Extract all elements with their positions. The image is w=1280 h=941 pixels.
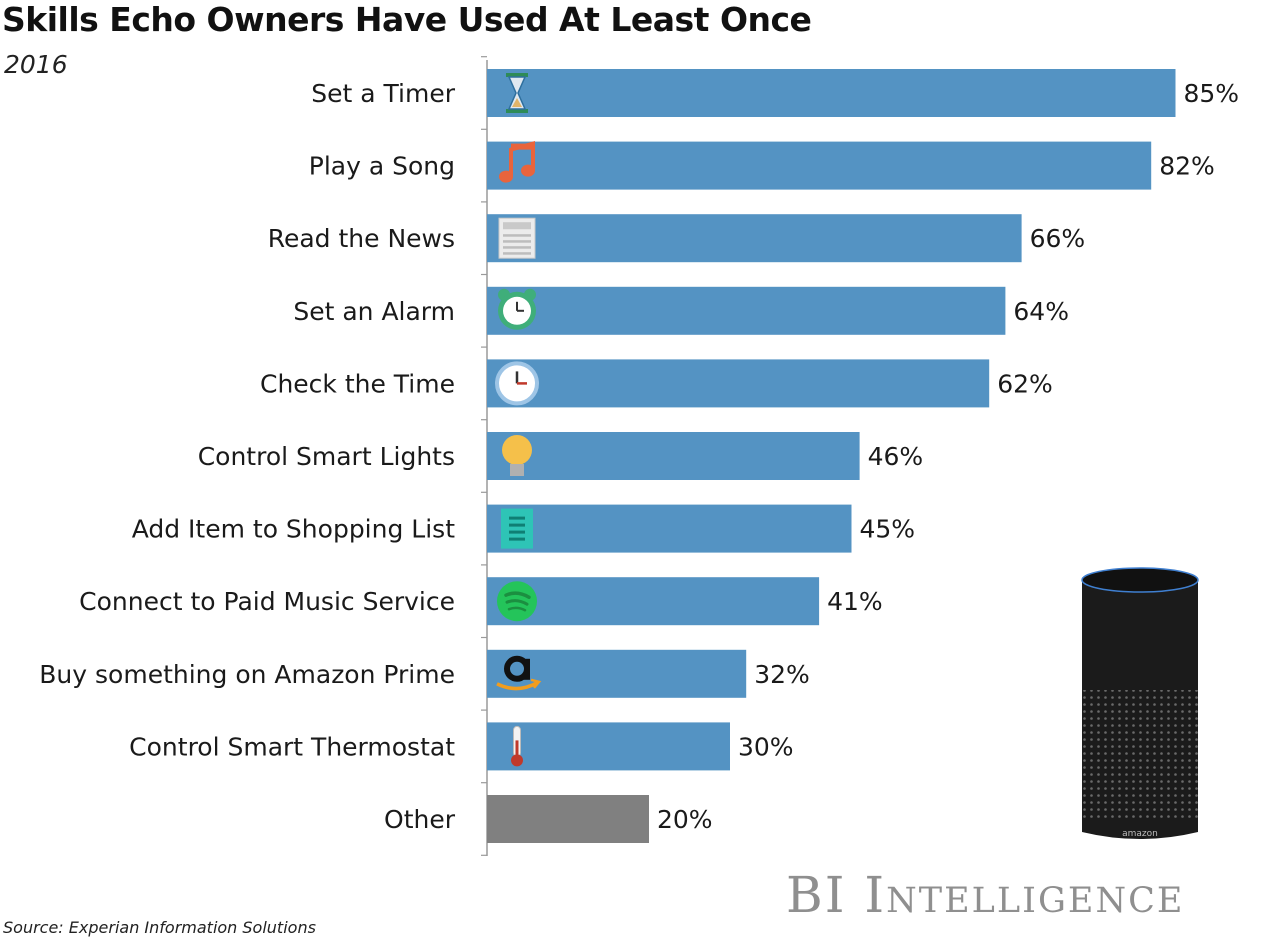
value-label: 30% (738, 732, 794, 761)
category-label: Set an Alarm (293, 297, 455, 326)
clock-icon (495, 361, 539, 406)
value-label: 32% (754, 660, 810, 689)
music-note-icon (499, 140, 535, 183)
category-label: Play a Song (309, 152, 455, 181)
category-label: Connect to Paid Music Service (79, 587, 455, 616)
bar-3 (487, 286, 1006, 335)
bar-5 (487, 432, 860, 480)
bar-7 (487, 577, 820, 626)
shopping-list-icon (501, 508, 533, 549)
chart-title: Skills Echo Owners Have Used At Least On… (2, 0, 812, 39)
bar-6 (487, 504, 852, 553)
value-label: 20% (657, 805, 713, 834)
category-label: Buy something on Amazon Prime (39, 660, 455, 689)
value-label: 66% (1030, 224, 1086, 253)
thermometer-icon (511, 725, 523, 767)
value-label: 41% (827, 587, 883, 616)
bar-10 (487, 795, 649, 843)
bar-8 (487, 649, 747, 698)
hourglass-icon (506, 73, 528, 113)
category-label: Read the News (268, 224, 455, 253)
chart-subtitle: 2016 (4, 50, 68, 79)
category-label: Check the Time (260, 369, 455, 398)
value-label: 82% (1159, 152, 1215, 181)
value-label: 64% (1013, 297, 1069, 326)
value-label: 85% (1184, 79, 1240, 108)
bar-1 (487, 141, 1152, 190)
category-label: Control Smart Lights (198, 442, 455, 471)
category-label: Set a Timer (311, 79, 455, 108)
amazon-icon (496, 655, 542, 691)
amazon-echo-speaker-icon: amazon (1081, 567, 1199, 839)
echo-logo-text: amazon (1122, 829, 1158, 839)
value-label: 45% (860, 515, 916, 544)
value-label: 46% (868, 442, 924, 471)
spotify-icon (497, 581, 537, 622)
newspaper-icon (498, 217, 536, 259)
alarm-clock-icon (498, 288, 536, 330)
bar-0 (487, 69, 1176, 117)
brand-logo: BI Intelligence (786, 866, 1185, 924)
light-bulb-icon (502, 435, 532, 476)
category-label: Other (384, 805, 456, 834)
category-label: Add Item to Shopping List (132, 515, 456, 544)
bar-2 (487, 214, 1022, 263)
bar-4 (487, 359, 990, 408)
bar-9 (487, 722, 730, 771)
category-label: Control Smart Thermostat (129, 732, 455, 761)
source-note: Source: Experian Information Solutions (3, 918, 316, 937)
value-label: 62% (997, 369, 1053, 398)
